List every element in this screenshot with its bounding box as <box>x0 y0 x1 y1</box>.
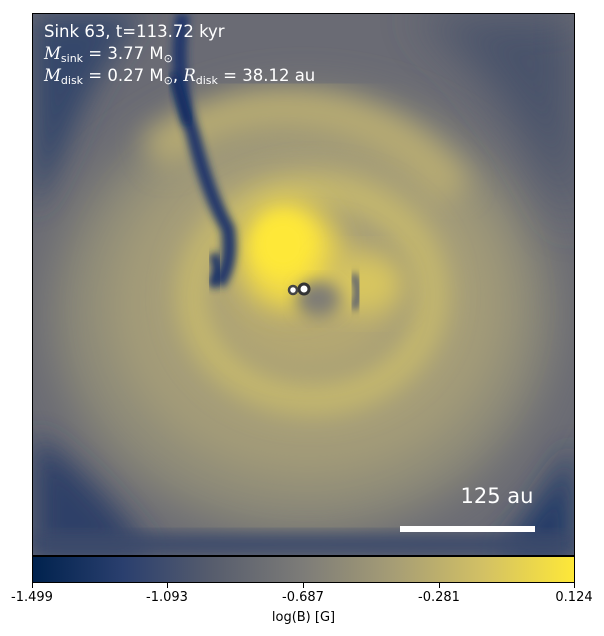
sink-mass: Msink = 3.77 M⊙ <box>44 43 173 70</box>
field-image <box>33 14 574 555</box>
disk-mass-subscript: disk <box>60 74 84 87</box>
colorbar-tick-label: -0.687 <box>282 590 324 605</box>
disk-properties: Mdisk = 0.27 M⊙, Rdisk = 38.12 au <box>44 65 315 92</box>
colorbar-tick <box>574 583 575 588</box>
colorbar-label: log(B) [G] <box>271 610 336 625</box>
disk-mass-unit: ⊙ <box>163 74 173 87</box>
colorbar-tick <box>303 583 304 588</box>
colorbar-tick-label: -1.499 <box>11 590 53 605</box>
disk-radius-value: = 38.12 au <box>223 66 316 85</box>
sink-mass-unit: ⊙ <box>163 52 173 65</box>
disk-radius-symbol: R <box>183 66 196 85</box>
sink-particle-marker <box>297 282 311 296</box>
colorbar <box>32 556 575 583</box>
colorbar-tick <box>167 583 168 588</box>
colorbar-tick-label: 0.124 <box>555 590 593 605</box>
sink-label: Sink 63, t=113.72 kyr <box>44 22 225 41</box>
scale-bar <box>400 526 535 532</box>
sink-mass-value: = 3.77 M <box>88 44 164 63</box>
scale-bar-label: 125 au <box>460 484 534 508</box>
sink-particle-marker <box>287 284 299 296</box>
sink-mass-subscript: sink <box>60 52 84 65</box>
disk-mass-value: = 0.27 M <box>88 66 164 85</box>
colorbar-tick <box>32 583 33 588</box>
colorbar-tick <box>439 583 440 588</box>
disk-radius-prefix: , <box>172 66 184 85</box>
disk-mass-symbol: M <box>44 66 61 85</box>
colorbar-tick-label: -0.281 <box>418 590 460 605</box>
magnetic-field-map: Sink 63, t=113.72 kyr Msink = 3.77 M⊙ Md… <box>32 13 575 556</box>
sink-mass-symbol: M <box>44 44 61 63</box>
colorbar-tick-label: -1.093 <box>146 590 188 605</box>
disk-radius-subscript: disk <box>195 74 218 87</box>
